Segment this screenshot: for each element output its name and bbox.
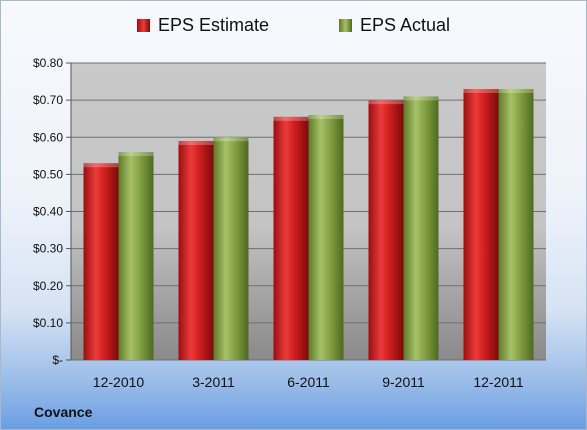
bar-cap-estimate-6-2011 (273, 116, 309, 121)
x-tick-label-3-2011: 3-2011 (192, 374, 235, 390)
legend-swatch-actual (338, 19, 352, 32)
legend-label-estimate: EPS Estimate (157, 15, 269, 35)
bar-estimate-9-2011 (368, 100, 404, 360)
bar-cap-actual-12-2011 (498, 88, 534, 93)
bar-cap-actual-9-2011 (403, 96, 439, 101)
bar-cap-estimate-3-2011 (178, 140, 214, 145)
bar-cap-estimate-12-2010 (83, 163, 119, 168)
legend-item-estimate: EPS Estimate (136, 15, 269, 36)
bar-cap-actual-6-2011 (308, 114, 344, 119)
y-tick-label-3: $0.50 (33, 167, 63, 181)
x-tick-label-9-2011: 9-2011 (382, 374, 425, 390)
y-tick-label-7: $0.10 (33, 316, 63, 330)
y-tick-label-2: $0.60 (33, 130, 63, 144)
y-tick-label-4: $0.40 (33, 205, 63, 219)
y-tick-label-1: $0.70 (33, 93, 63, 107)
bar-cap-actual-3-2011 (213, 137, 249, 142)
bar-estimate-12-2011 (463, 88, 499, 361)
bar-actual-6-2011 (308, 114, 344, 360)
legend-item-actual: EPS Actual (338, 15, 451, 36)
bar-actual-12-2011 (498, 88, 534, 361)
y-tick-label-5: $0.30 (33, 242, 63, 256)
y-tick-label-6: $0.20 (33, 279, 63, 293)
legend: EPS Estimate EPS Actual (1, 15, 586, 36)
bar-estimate-6-2011 (273, 116, 309, 360)
bar-cap-estimate-12-2011 (463, 88, 499, 93)
legend-label-actual: EPS Actual (359, 15, 451, 35)
x-tick-label-6-2011: 6-2011 (287, 374, 330, 390)
y-tick-label-8: $- (52, 353, 63, 367)
x-tick-label-12-2011: 12-2011 (473, 374, 524, 390)
bar-cap-actual-12-2010 (118, 152, 154, 157)
bar-actual-9-2011 (403, 96, 439, 360)
x-tick-label-12-2010: 12-2010 (93, 374, 145, 390)
bar-actual-12-2010 (118, 152, 154, 360)
bar-cap-estimate-9-2011 (368, 100, 404, 105)
legend-swatch-estimate (136, 19, 150, 32)
company-name: Covance (34, 404, 93, 420)
bar-estimate-3-2011 (178, 140, 214, 360)
y-tick-label-0: $0.80 (33, 56, 63, 70)
bar-estimate-12-2010 (83, 163, 119, 360)
bar-actual-3-2011 (213, 137, 249, 360)
